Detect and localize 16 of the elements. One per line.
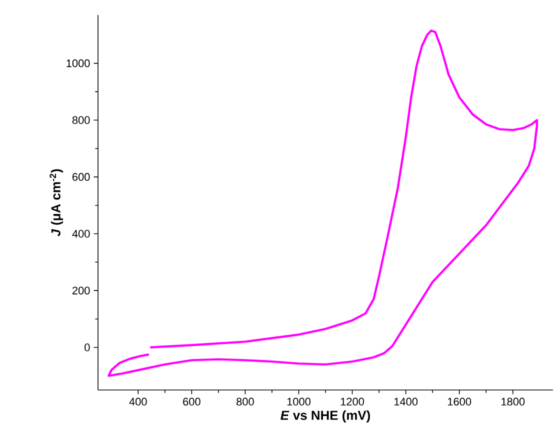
x-tick-label: 600 <box>183 398 200 406</box>
y-tick-label: 400 <box>72 230 90 238</box>
x-tick-label: 400 <box>129 398 147 406</box>
y-tick-label: 800 <box>72 116 90 124</box>
y-tick-label: 600 <box>72 173 90 181</box>
y-tick-label: 200 <box>72 286 90 294</box>
x-tick-label: 1200 <box>340 398 364 406</box>
x-tick-label: 800 <box>236 398 254 406</box>
y-axis-title: J (μA cm$^{-2}$) <box>50 169 64 236</box>
x-tick-label: 1800 <box>501 398 525 406</box>
x-tick-label: 1000 <box>287 398 310 406</box>
y-tick-label: 1000 <box>66 59 90 68</box>
x-tick-label: 1400 <box>394 398 418 406</box>
x-tick-label: 1600 <box>448 398 472 406</box>
x-axis-title: E vs NHE (mV) <box>280 410 370 422</box>
y-tick-label: 0 <box>84 344 90 352</box>
